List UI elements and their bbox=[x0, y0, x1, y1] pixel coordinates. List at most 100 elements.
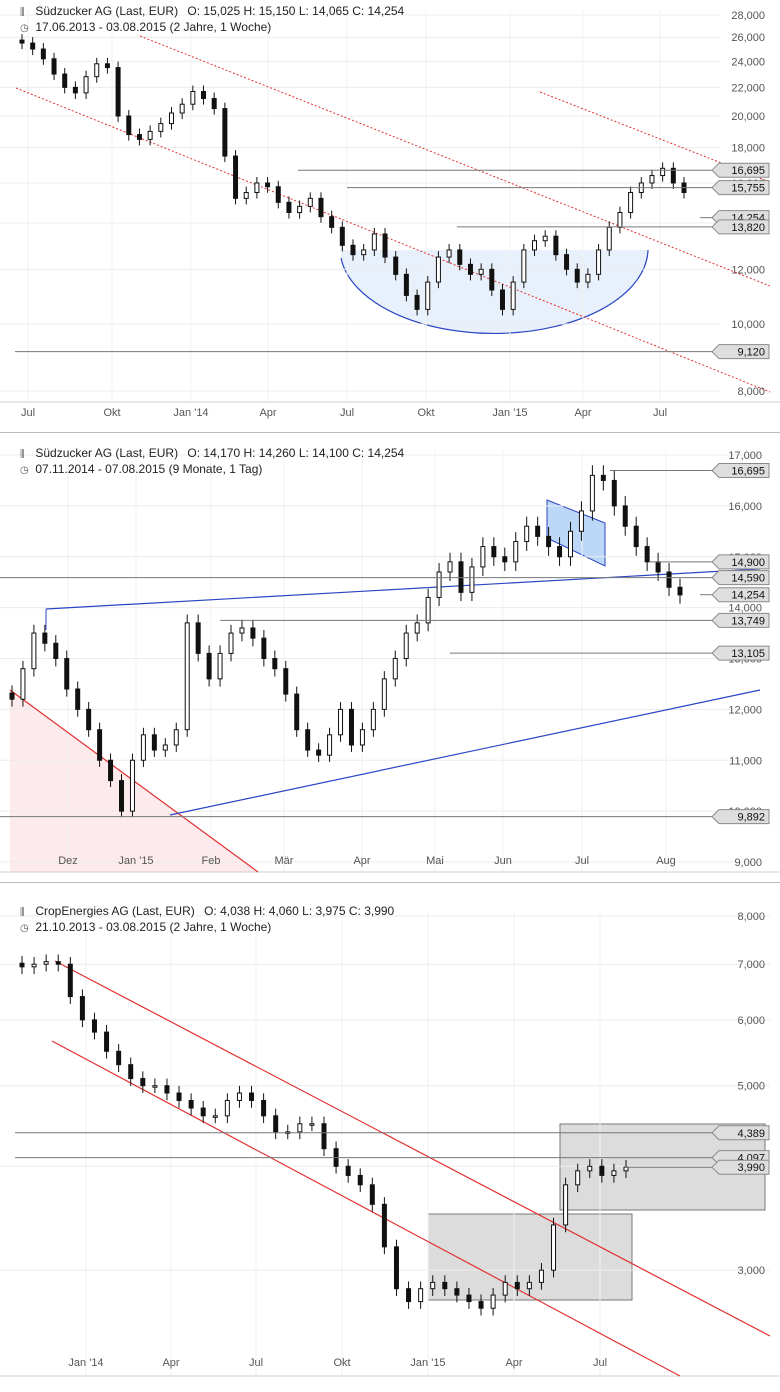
chart-svg-suedzucker-2y: 8,00010,00012,00014,00016,00018,00020,00… bbox=[0, 10, 780, 419]
y-tick-label: 14,000 bbox=[728, 603, 762, 615]
clock-icon: ◷ bbox=[20, 23, 29, 34]
candle-body bbox=[469, 566, 475, 593]
candle-body bbox=[265, 182, 271, 188]
candle-body bbox=[480, 546, 486, 568]
candle-body bbox=[31, 632, 37, 670]
support-line-lower bbox=[169, 689, 761, 816]
candle-body bbox=[670, 167, 676, 184]
candle-body bbox=[222, 108, 228, 157]
downtrend-channel-lower bbox=[15, 87, 771, 393]
candle-body bbox=[176, 1092, 182, 1101]
candlestick-icon: ⫼ bbox=[20, 449, 25, 460]
candle-body bbox=[587, 1165, 593, 1172]
candle-body bbox=[294, 693, 300, 731]
candle-body bbox=[200, 1107, 206, 1117]
x-tick-label: Mär bbox=[275, 855, 294, 867]
y-tick-label: 18,000 bbox=[731, 143, 765, 155]
x-tick-label: Jun bbox=[494, 855, 512, 867]
candle-body bbox=[578, 510, 584, 532]
downtrend-channel-upper bbox=[139, 35, 771, 287]
y-tick-label: 16,000 bbox=[728, 501, 762, 513]
candle-body bbox=[524, 525, 530, 542]
panel-separator bbox=[0, 432, 780, 433]
x-tick-label: Jan '15 bbox=[118, 855, 153, 867]
candle-body bbox=[478, 1301, 484, 1309]
candle-body bbox=[371, 233, 377, 251]
support-line-upper bbox=[45, 568, 761, 610]
candle-body bbox=[425, 596, 431, 624]
y-tick-label: 6,000 bbox=[737, 1015, 765, 1027]
candle-body bbox=[212, 1115, 218, 1118]
chart-svg-suedzucker-9m: 9,00010,00011,00012,00013,00014,00015,00… bbox=[0, 450, 780, 873]
price-tag: 14,590 bbox=[731, 573, 765, 585]
candle-body bbox=[62, 73, 68, 88]
candle-body bbox=[19, 39, 25, 44]
flag-pattern bbox=[546, 499, 606, 567]
candle-body bbox=[53, 642, 59, 660]
candle-body bbox=[272, 658, 278, 670]
candle-body bbox=[55, 961, 61, 965]
candle-body bbox=[136, 134, 142, 140]
x-tick-label: Feb bbox=[202, 855, 221, 867]
chart-ohlc: O: 14,170 H: 14,260 L: 14,100 C: 14,254 bbox=[187, 446, 405, 460]
candle-body bbox=[589, 474, 595, 512]
candle-body bbox=[250, 627, 256, 639]
candle-body bbox=[128, 1064, 134, 1080]
price-tag-box bbox=[711, 1125, 770, 1141]
candle-body bbox=[195, 622, 201, 654]
candle-body bbox=[478, 268, 484, 275]
x-tick-label: Jul bbox=[21, 407, 35, 419]
price-tag-box bbox=[711, 554, 770, 570]
candle-body bbox=[514, 1281, 520, 1290]
candle-body bbox=[442, 1281, 448, 1290]
x-tick-label: Jul bbox=[575, 855, 589, 867]
x-tick-label: Jul bbox=[249, 1357, 263, 1369]
candle-body bbox=[201, 91, 207, 99]
y-tick-label: 26,000 bbox=[731, 32, 765, 44]
candle-body bbox=[162, 744, 168, 751]
price-tag: 13,820 bbox=[731, 222, 765, 234]
x-tick-label: Okt bbox=[417, 407, 434, 419]
candle-body bbox=[64, 658, 70, 690]
candle-body bbox=[79, 996, 85, 1021]
chart-title: Südzucker AG (Last, EUR) bbox=[35, 446, 179, 460]
candle-body bbox=[611, 1170, 617, 1176]
price-tag-box bbox=[711, 612, 770, 628]
candle-body bbox=[224, 1099, 230, 1117]
candle-body bbox=[535, 525, 541, 537]
candle-body bbox=[184, 622, 190, 731]
candle-body bbox=[228, 632, 234, 654]
candle-body bbox=[600, 474, 606, 481]
candle-body bbox=[297, 1123, 303, 1133]
candle-body bbox=[446, 249, 452, 258]
candle-body bbox=[318, 197, 324, 218]
candle-body bbox=[249, 1092, 255, 1101]
candle-body bbox=[233, 155, 239, 199]
candle-body bbox=[502, 1281, 508, 1296]
x-tick-label: Aug bbox=[656, 855, 676, 867]
candle-body bbox=[557, 546, 563, 558]
candle-body bbox=[119, 780, 125, 812]
x-tick-label: Apr bbox=[505, 1357, 522, 1369]
price-tag-box bbox=[711, 219, 770, 235]
candle-body bbox=[418, 1288, 424, 1303]
candle-body bbox=[345, 1165, 351, 1176]
x-tick-label: Jan '14 bbox=[173, 407, 208, 419]
candle-body bbox=[188, 1099, 194, 1109]
y-tick-label: 28,000 bbox=[731, 10, 765, 22]
candle-body bbox=[542, 235, 548, 242]
candlestick-icon: ⫼ bbox=[20, 7, 25, 18]
candle-body bbox=[327, 734, 333, 756]
x-tick-label: Jan '15 bbox=[492, 407, 527, 419]
x-tick-label: Jul bbox=[593, 1357, 607, 1369]
candle-body bbox=[147, 130, 153, 140]
candle-body bbox=[564, 254, 570, 270]
candle-body bbox=[574, 268, 580, 283]
candle-body bbox=[393, 1246, 399, 1290]
y-tick-label: 20,000 bbox=[731, 111, 765, 123]
candle-body bbox=[126, 115, 132, 136]
candle-body bbox=[617, 212, 623, 228]
candle-body bbox=[275, 186, 281, 203]
y-tick-label: 24,000 bbox=[731, 56, 765, 68]
candle-body bbox=[526, 1281, 532, 1290]
